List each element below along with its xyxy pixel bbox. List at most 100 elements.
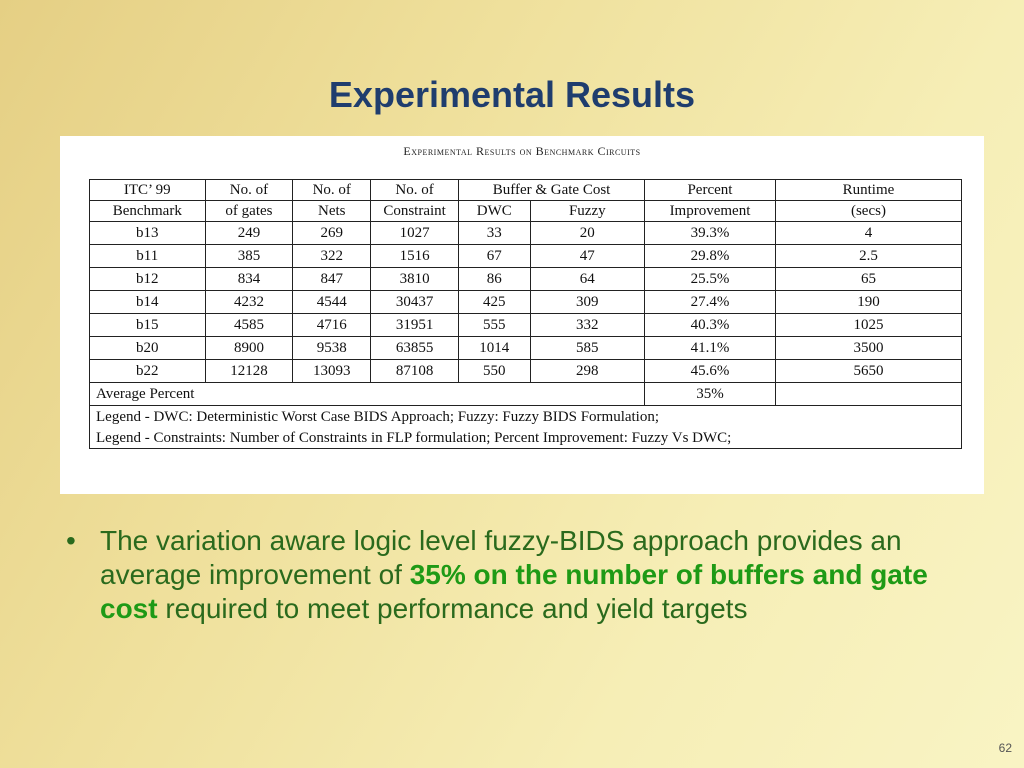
legend-text: Legend - DWC: Deterministic Worst Case B…	[89, 405, 962, 427]
table-cell: 33	[458, 221, 531, 245]
table-row: b11 385 322 1516 67 47 29.8% 2.5	[89, 244, 963, 268]
table-cell: 27.4%	[644, 290, 776, 314]
table-cell: 39.3%	[644, 221, 776, 245]
table-cell: 1025	[774, 313, 963, 337]
table-cell: 190	[774, 290, 963, 314]
table-cell: 4544	[292, 290, 372, 314]
header-cell: Buffer & Gate Cost	[458, 179, 646, 201]
legend-text: Legend - Constraints: Number of Constrai…	[89, 427, 962, 449]
table-cell: b13	[89, 221, 206, 245]
header-cell: DWC	[458, 200, 531, 222]
table-caption: Experimental Results on Benchmark Circui…	[403, 144, 641, 158]
header-cell: Improvement	[644, 200, 776, 222]
table-cell: 332	[529, 313, 646, 337]
table-cell: 8900	[204, 336, 294, 360]
table-cell: 29.8%	[644, 244, 776, 268]
header-cell: Benchmark	[89, 200, 206, 222]
table-cell: 425	[458, 290, 531, 314]
table-cell: 40.3%	[644, 313, 776, 337]
header-cell: of gates	[204, 200, 294, 222]
header-cell: Runtime	[774, 179, 963, 201]
header-cell: ITC’ 99	[89, 179, 206, 201]
bullet-text-part: required to meet performance and yield t…	[157, 593, 748, 624]
results-table: ITC’ 99 No. of No. of No. of Buffer & Ga…	[88, 179, 963, 449]
table-cell: b12	[89, 267, 206, 291]
table-cell: b22	[89, 359, 206, 383]
table-cell: 63855	[370, 336, 460, 360]
slide-title: Experimental Results	[328, 74, 696, 115]
table-cell: 585	[529, 336, 646, 360]
table-cell: 555	[458, 313, 531, 337]
table-cell: 30437	[370, 290, 460, 314]
table-cell: 13093	[292, 359, 372, 383]
bullet-text-part: The variation aware logic level fuzzy-BI…	[100, 525, 902, 590]
table-cell: 269	[292, 221, 372, 245]
page-number: 62	[998, 741, 1012, 755]
average-value: 35%	[644, 382, 776, 406]
table-cell: 12128	[204, 359, 294, 383]
table-row: b15 4585 4716 31951 555 332 40.3% 1025	[89, 313, 963, 337]
table-cell: 834	[204, 267, 294, 291]
header-cell: No. of	[204, 179, 294, 201]
table-row: b13 249 269 1027 33 20 39.3% 4	[89, 221, 963, 245]
table-cell: 47	[529, 244, 646, 268]
header-cell: Fuzzy	[529, 200, 646, 222]
legend-row: Legend - DWC: Deterministic Worst Case B…	[89, 405, 962, 427]
header-cell: (secs)	[774, 200, 963, 222]
table-cell: 41.1%	[644, 336, 776, 360]
table-cell: 309	[529, 290, 646, 314]
header-cell: Nets	[292, 200, 372, 222]
table-cell: 86	[458, 267, 531, 291]
results-table-figure: Experimental Results on Benchmark Circui…	[60, 136, 984, 494]
table-cell: 3810	[370, 267, 460, 291]
table-cell: 1014	[458, 336, 531, 360]
table-cell: 385	[204, 244, 294, 268]
table-cell: 65	[774, 267, 963, 291]
table-cell: 298	[529, 359, 646, 383]
table-cell: 87108	[370, 359, 460, 383]
table-cell: 64	[529, 267, 646, 291]
table-cell: b11	[89, 244, 206, 268]
average-empty-cell	[774, 382, 963, 406]
table-cell: 847	[292, 267, 372, 291]
table-cell: 1027	[370, 221, 460, 245]
average-label: Average Percent	[88, 382, 646, 406]
table-cell: 4232	[204, 290, 294, 314]
table-cell: 9538	[292, 336, 372, 360]
header-cell: No. of	[370, 179, 460, 201]
table-cell: 5650	[774, 359, 963, 383]
table-cell: 322	[292, 244, 372, 268]
bullet-marker: •	[66, 525, 76, 556]
table-cell: 20	[529, 221, 646, 245]
table-cell: 550	[458, 359, 531, 383]
table-cell: 25.5%	[644, 267, 776, 291]
table-row: b22 12128 13093 87108 550 298 45.6% 5650	[89, 359, 963, 383]
table-cell: 4585	[204, 313, 294, 337]
header-cell: No. of	[292, 179, 372, 201]
table-cell: 45.6%	[644, 359, 776, 383]
table-row: b12 834 847 3810 86 64 25.5% 65	[89, 267, 963, 291]
bullet-text: The variation aware logic level fuzzy-BI…	[100, 524, 970, 626]
table-cell: 1516	[370, 244, 460, 268]
average-row: Average Percent 35%	[88, 382, 963, 406]
table-cell: b15	[89, 313, 206, 337]
table-cell: 67	[458, 244, 531, 268]
table-cell: 4716	[292, 313, 372, 337]
table-body: b13 249 269 1027 33 20 39.3% 4 b11 385 322 1516 67 47…	[89, 221, 963, 383]
table-cell: 249	[204, 221, 294, 245]
table-cell: 3500	[774, 336, 963, 360]
bullet-highlight: 35% on the number of buffers and gate co…	[100, 559, 928, 624]
header-cell: Constraint	[370, 200, 460, 222]
table-cell: b20	[89, 336, 206, 360]
table-header-row-2: Benchmark of gates Nets Constraint DWC F…	[89, 200, 963, 222]
table-cell: 4	[774, 221, 963, 245]
table-row: b20 8900 9538 63855 1014 585 41.1% 3500	[89, 336, 963, 360]
header-cell: Percent	[644, 179, 776, 201]
table-cell: 31951	[370, 313, 460, 337]
legend-row: Legend - Constraints: Number of Constrai…	[89, 427, 962, 449]
table-row: b14 4232 4544 30437 425 309 27.4% 190	[89, 290, 963, 314]
table-cell: 2.5	[774, 244, 963, 268]
table-cell: b14	[89, 290, 206, 314]
table-header-row-1: ITC’ 99 No. of No. of No. of Buffer & Ga…	[89, 179, 963, 201]
